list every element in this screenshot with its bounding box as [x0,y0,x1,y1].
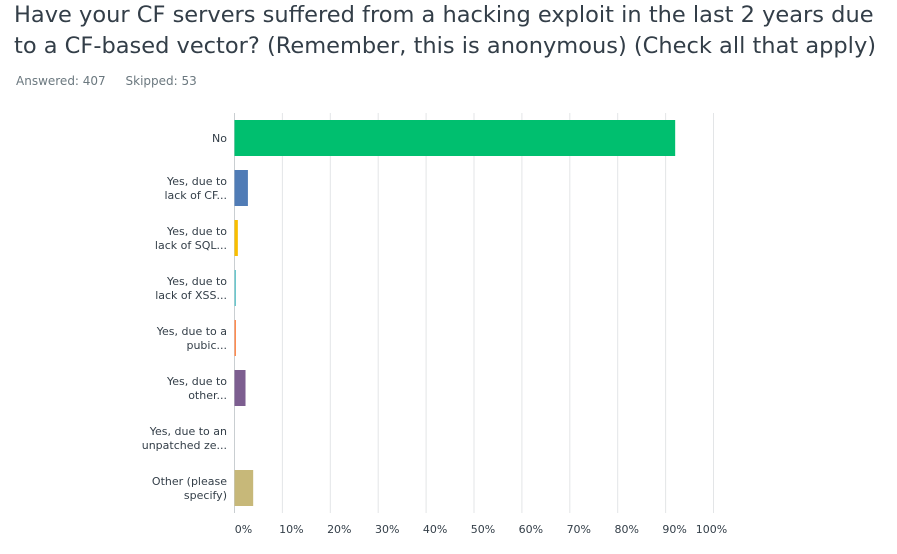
x-tick-label: 70% [567,523,591,536]
bar[interactable] [234,120,676,156]
x-tick-label: 40% [423,523,447,536]
category-label: Yes, due to a pubic... [156,325,227,352]
category-label: Other (please specify) [152,475,227,502]
bar[interactable] [234,270,237,306]
x-tick-label: 20% [327,523,351,536]
x-tick-label: 80% [614,523,638,536]
x-tick-label: 30% [375,523,399,536]
bar[interactable] [234,370,246,406]
category-label: Yes, due to other... [166,375,227,402]
bar[interactable] [234,470,254,506]
x-tick-label: 90% [662,523,686,536]
response-stats: Answered: 407 Skipped: 53 [16,74,213,88]
question-title: Have your CF servers suffered from a hac… [14,2,877,59]
x-tick-label: 50% [471,523,495,536]
x-tick-label: 60% [519,523,543,536]
skipped-count: Skipped: 53 [125,74,197,88]
bar[interactable] [234,220,238,256]
bar[interactable] [234,170,248,206]
category-label: Yes, due to lack of XSS... [155,275,227,302]
bar[interactable] [234,320,237,356]
answered-count: Answered: 407 [16,74,106,88]
category-label: No [212,132,227,145]
category-label: Yes, due to lack of CF... [164,175,227,202]
x-tick-label: 0% [235,523,252,536]
x-tick-label: 100% [696,523,727,536]
x-tick-label: 10% [279,523,303,536]
category-label: Yes, due to an unpatched ze... [142,425,227,452]
category-label: Yes, due to lack of SQL... [155,225,227,252]
